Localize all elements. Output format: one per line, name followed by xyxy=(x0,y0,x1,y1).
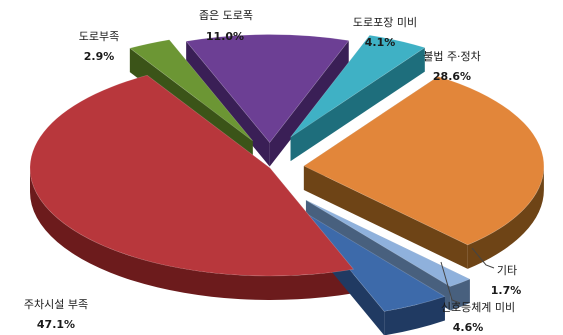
category-label: 신호등체계 미비 xyxy=(441,301,515,314)
slice-outer-wall-parking-shortage-0 xyxy=(30,168,354,301)
slice-illegal-parking xyxy=(303,76,545,246)
value-label: 2.9% xyxy=(84,50,115,63)
slice-side-narrow-road xyxy=(186,40,349,167)
slice-road-paving xyxy=(290,34,426,138)
slice-wall-illegal-parking-end xyxy=(303,165,468,269)
category-label: 좁은 도로폭 xyxy=(199,9,253,22)
slice-label-illegal-parking: 불법 주·정차 28.6% xyxy=(423,50,481,83)
slice-road-shortage xyxy=(129,39,253,142)
slice-label-parking-shortage: 주차시설 부족 47.1% xyxy=(24,298,88,331)
value-label: 4.1% xyxy=(365,36,396,49)
category-label: 도로부족 xyxy=(79,30,119,43)
slice-outer-wall-other-0 xyxy=(450,279,470,311)
slice-label-road-shortage: 도로부족 2.9% xyxy=(79,30,119,63)
slice-wall-road-paving-end xyxy=(290,47,425,162)
category-label: 주차시설 부족 xyxy=(24,298,88,311)
slice-narrow-road xyxy=(185,34,350,143)
slice-label-road-paving: 도로포장 미비 4.1% xyxy=(353,16,417,49)
slice-parking-shortage xyxy=(29,74,355,277)
slice-signal-system xyxy=(300,209,446,312)
category-label: 도로포장 미비 xyxy=(353,16,417,29)
value-label: 47.1% xyxy=(37,318,75,331)
slice-wall-narrow-road-end xyxy=(269,40,349,167)
category-label: 기타 xyxy=(497,264,517,277)
slice-wall-narrow-road-start xyxy=(186,41,270,167)
slice-outer-wall-signal-system-0 xyxy=(384,296,445,335)
pie-tops xyxy=(29,34,545,312)
value-label: 1.7% xyxy=(491,284,522,297)
value-label: 28.6% xyxy=(433,70,471,83)
value-label: 4.6% xyxy=(453,321,484,334)
slice-label-other: 기타 1.7% xyxy=(491,264,522,297)
slice-label-narrow-road: 좁은 도로폭 11.0% xyxy=(199,9,253,43)
slice-label-signal-system: 신호등체계 미비 4.6% xyxy=(441,301,515,334)
leader-lines xyxy=(440,247,495,304)
leader-line-signal-system xyxy=(440,261,461,304)
value-label: 11.0% xyxy=(206,30,244,43)
leader-line-other xyxy=(471,247,495,269)
category-label: 불법 주·정차 xyxy=(423,50,481,63)
slice-other xyxy=(305,199,471,287)
slice-outer-wall-illegal-parking-0 xyxy=(467,165,544,269)
